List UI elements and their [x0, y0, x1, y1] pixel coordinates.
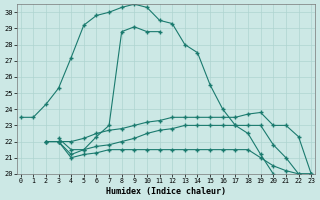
X-axis label: Humidex (Indice chaleur): Humidex (Indice chaleur) [106, 187, 226, 196]
